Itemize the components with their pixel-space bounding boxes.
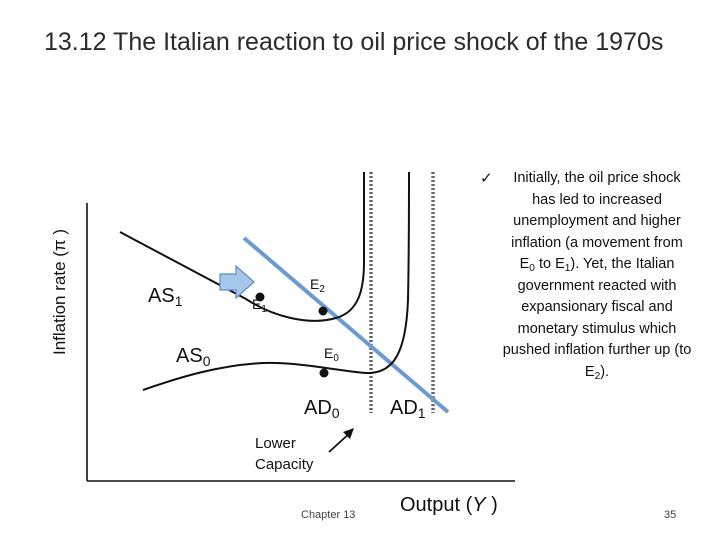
- e1-label: E1: [252, 296, 267, 315]
- ad1-label: AD1: [390, 397, 426, 422]
- as0-curve: [142, 171, 410, 391]
- check-icon: ✓: [480, 170, 493, 187]
- point-e0: [319, 368, 329, 378]
- as0-label: AS0: [176, 345, 211, 370]
- lower-capacity-label: Lower Capacity: [255, 433, 313, 475]
- explanation-text: Initially, the oil price shock has led t…: [502, 170, 692, 382]
- slide-title: 13.12 The Italian reaction to oil price …: [44, 28, 664, 56]
- ad-line: [242, 236, 450, 414]
- ad0-label: AD0: [304, 397, 340, 422]
- page-number: 35: [664, 509, 677, 521]
- e2-label: E2: [310, 276, 325, 295]
- x-axis-label: Output (Y ): [400, 494, 498, 516]
- capacity-arrow-head-icon: [343, 428, 354, 439]
- point-e1: [255, 292, 265, 302]
- explanation-note: ✓ Initially, the oil price shock has led…: [480, 168, 692, 383]
- point-e2: [318, 306, 328, 316]
- as1-label: AS1: [148, 285, 183, 310]
- y-axis-label: Inflation rate (π ): [50, 228, 69, 356]
- e0-label: E0: [324, 345, 339, 364]
- shift-arrow-icon: [219, 264, 255, 300]
- as1-curve: [119, 172, 365, 322]
- lower-capacity-line-1: Lower: [255, 435, 296, 452]
- lower-capacity-line-2: Capacity: [255, 456, 314, 473]
- footer-chapter: Chapter 13: [301, 509, 356, 521]
